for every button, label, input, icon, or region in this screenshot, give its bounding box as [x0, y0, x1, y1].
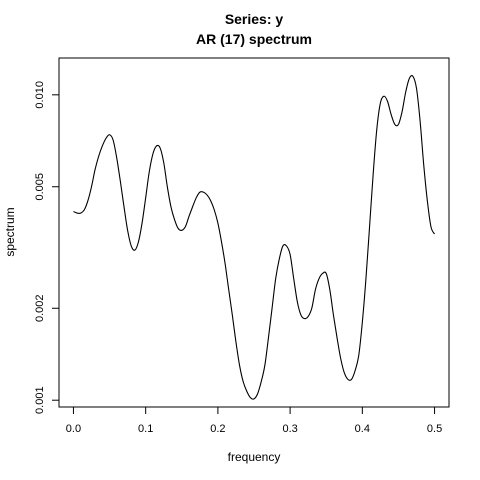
x-tick-label: 0.4 [355, 423, 370, 435]
y-tick-label: 0.010 [34, 81, 46, 109]
x-tick-label: 0.5 [427, 423, 442, 435]
chart-subtitle: AR (17) spectrum [196, 31, 312, 47]
x-tick-label: 0.2 [210, 423, 225, 435]
x-tick-label: 0.1 [138, 423, 153, 435]
y-axis: 0.001 0.002 0.005 0.010 [34, 81, 59, 414]
x-tick-label: 0.3 [282, 423, 297, 435]
plot-frame [58, 57, 450, 408]
x-axis-label: frequency [228, 450, 281, 464]
chart-title: Series: y [225, 11, 284, 27]
x-axis: 0.0 0.1 0.2 0.3 0.4 0.5 [66, 407, 442, 435]
x-tick-label: 0.0 [66, 423, 81, 435]
y-tick-label: 0.005 [34, 173, 46, 201]
y-tick-label: 0.002 [34, 295, 46, 323]
spectrum-line [73, 75, 436, 400]
y-tick-label: 0.001 [34, 386, 46, 414]
y-axis-label: spectrum [3, 207, 17, 256]
